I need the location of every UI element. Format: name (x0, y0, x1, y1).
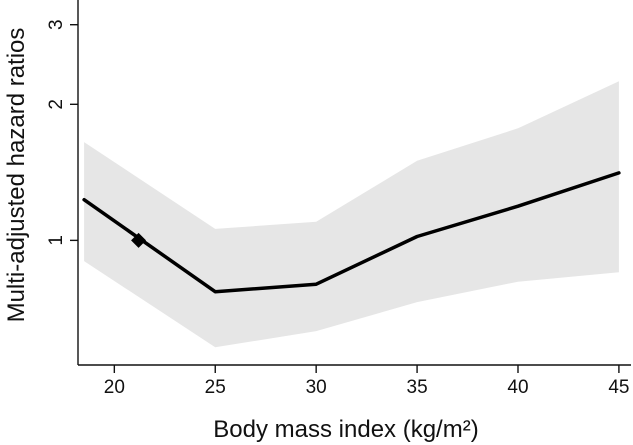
y-tick-label-1: 1 (46, 235, 67, 246)
labels-layer: Body mass index (kg/m²) Multi-adjusted h… (3, 28, 479, 443)
x-tick-label-35: 35 (407, 377, 428, 398)
reference-diamond-marker (131, 232, 147, 248)
confidence-band (84, 81, 619, 348)
x-tick-label-25: 25 (205, 377, 226, 398)
confidence-band-layer (84, 81, 619, 348)
y-tick-label-3: 3 (46, 19, 67, 30)
series-line-layer (82, 171, 621, 294)
y-axis-title: Multi-adjusted hazard ratios (3, 28, 30, 323)
x-tick-label-45: 45 (608, 377, 629, 398)
x-tick-label-40: 40 (507, 377, 528, 398)
y-tick-label-2: 2 (46, 99, 67, 110)
marker-layer (131, 232, 147, 248)
x-tick-label-20: 20 (104, 377, 125, 398)
series-line-0 (82, 171, 621, 294)
axes-layer: 20 25 30 35 40 45 1 2 3 (46, 0, 631, 398)
x-tick-label-30: 30 (306, 377, 327, 398)
x-axis-title: Body mass index (kg/m²) (213, 416, 478, 443)
